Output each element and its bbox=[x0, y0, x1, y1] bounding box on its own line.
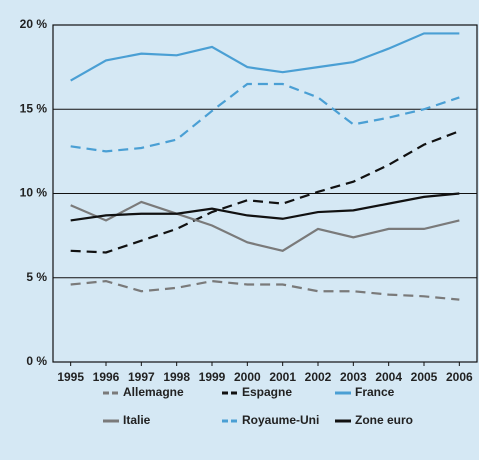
x-tick-label: 2005 bbox=[411, 370, 438, 384]
series-line bbox=[70, 130, 460, 254]
x-tick-label: 2006 bbox=[446, 370, 473, 384]
y-tick-label: 0 % bbox=[26, 354, 47, 368]
legend-label: Italie bbox=[123, 413, 151, 427]
legend-label: Espagne bbox=[242, 385, 292, 399]
series-line bbox=[70, 200, 460, 252]
x-tick-label: 2002 bbox=[305, 370, 332, 384]
legend-label: France bbox=[355, 385, 395, 399]
x-tick-label: 2001 bbox=[269, 370, 296, 384]
y-tick-label: 15 % bbox=[20, 101, 48, 115]
y-tick-label: 20 % bbox=[20, 17, 48, 31]
y-tick-label: 10 % bbox=[20, 186, 48, 200]
legend-label: Zone euro bbox=[355, 413, 413, 427]
series-line bbox=[70, 192, 460, 222]
x-tick-label: 2000 bbox=[234, 370, 261, 384]
x-tick-label: 2003 bbox=[340, 370, 367, 384]
x-tick-label: 2004 bbox=[375, 370, 402, 384]
series-line bbox=[70, 82, 460, 153]
y-tick-label: 5 % bbox=[26, 270, 47, 284]
series-line bbox=[70, 32, 460, 82]
x-tick-label: 1998 bbox=[163, 370, 190, 384]
series-line bbox=[70, 280, 460, 301]
x-tick-label: 1997 bbox=[128, 370, 155, 384]
x-tick-label: 1995 bbox=[57, 370, 84, 384]
x-tick-label: 1996 bbox=[93, 370, 120, 384]
x-tick-label: 1999 bbox=[199, 370, 226, 384]
legend-label: Allemagne bbox=[123, 385, 184, 399]
legend-label: Royaume-Uni bbox=[242, 413, 319, 427]
